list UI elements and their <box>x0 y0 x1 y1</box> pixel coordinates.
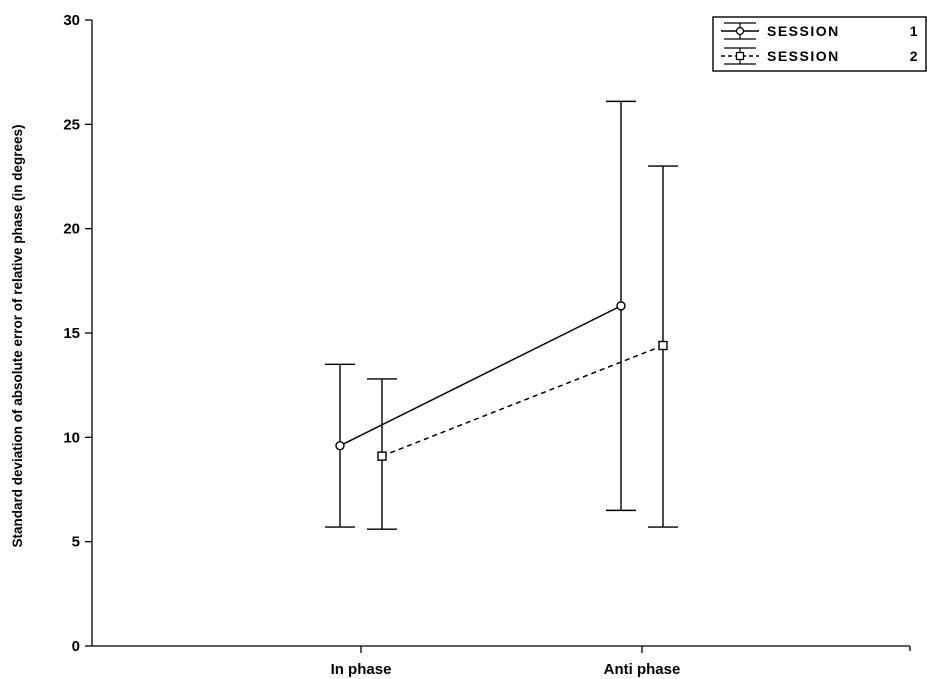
series-1 <box>325 100 636 528</box>
data-point <box>335 440 345 451</box>
y-tick-label: 10 <box>63 429 80 446</box>
legend-label: SESSION <box>767 48 840 64</box>
x-category-label: Anti phase <box>604 661 681 678</box>
legend-label: SESSION <box>767 23 840 39</box>
legend-number: 2 <box>910 48 919 64</box>
x-axis-ticks: In phase Anti phase <box>331 646 911 678</box>
chart-axes <box>91 20 910 647</box>
legend-number: 1 <box>910 23 919 39</box>
y-tick-label: 5 <box>72 534 80 551</box>
legend: SESSION 1 SESSION 2 <box>712 16 927 72</box>
legend-marker <box>735 51 745 61</box>
y-tick-label: 0 <box>72 638 80 655</box>
y-tick-label: 30 <box>63 12 80 29</box>
x-category-label: In phase <box>331 661 392 678</box>
series-layer <box>325 100 678 530</box>
series-line <box>339 305 622 447</box>
y-tick-label: 25 <box>63 116 80 133</box>
legend-marker <box>735 26 745 36</box>
y-tick-label: 15 <box>63 325 80 342</box>
data-point <box>616 301 626 311</box>
y-axis-title: Standard deviation of absolute error of … <box>10 124 25 547</box>
y-tick-label: 20 <box>63 221 80 238</box>
series-2 <box>367 165 678 530</box>
data-point <box>658 340 668 351</box>
data-point <box>377 451 387 461</box>
legend-box <box>712 16 927 72</box>
y-axis-ticks: 0 5 10 15 20 25 30 <box>63 12 92 655</box>
